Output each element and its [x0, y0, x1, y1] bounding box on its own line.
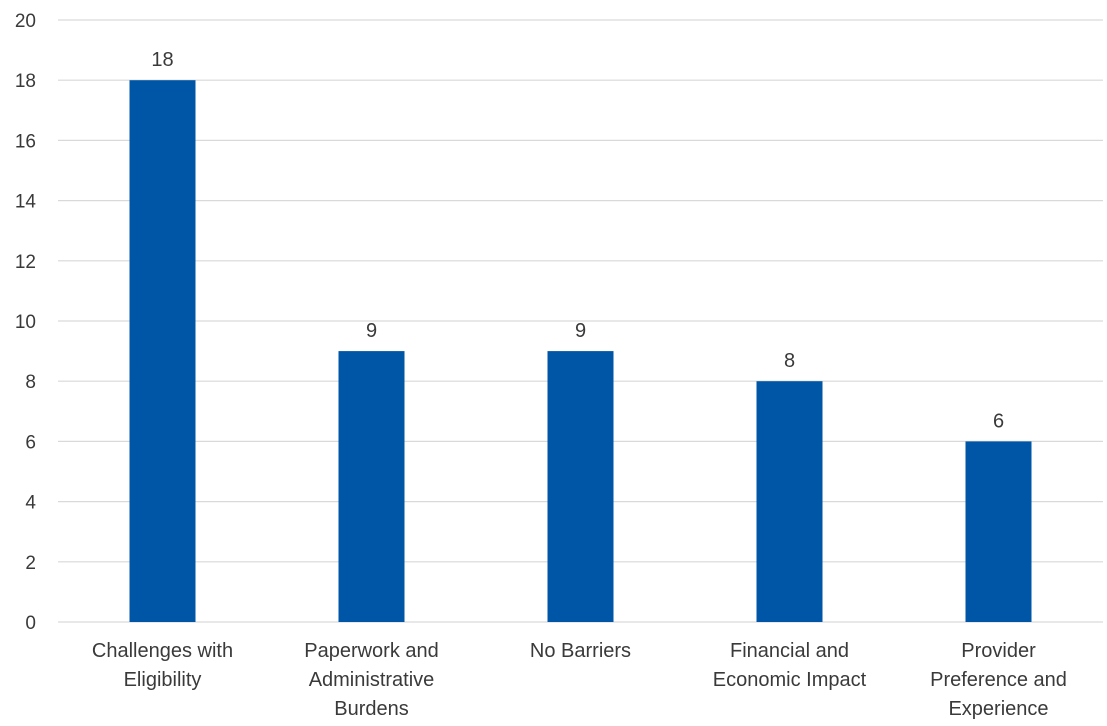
category-label-1: Paperwork and Administrative Burdens [304, 640, 439, 720]
y-tick-label: 8 [25, 372, 36, 393]
bar-1 [338, 351, 405, 622]
data-label-2: 9 [575, 320, 586, 342]
y-axis-ticks: 0 2 4 6 8 10 12 14 16 18 20 [15, 11, 37, 634]
category-label-line: No Barriers [530, 640, 631, 662]
category-label-line: Financial and [730, 640, 849, 662]
y-tick-label: 4 [25, 493, 36, 514]
data-label-3: 8 [784, 350, 795, 372]
y-tick-label: 2 [25, 553, 36, 574]
y-tick-label: 18 [15, 71, 36, 92]
data-labels: 18 9 9 8 6 [151, 49, 1004, 432]
category-label-line: Administrative [309, 669, 435, 691]
category-label-3: Financial and Economic Impact [713, 640, 867, 691]
category-label-line: Economic Impact [713, 669, 867, 691]
category-label-line: Eligibility [124, 669, 202, 691]
data-label-0: 18 [151, 49, 173, 71]
category-label-0: Challenges with Eligibility [92, 640, 233, 691]
category-label-line: Challenges with [92, 640, 233, 662]
category-label-line: Preference and [930, 669, 1067, 691]
x-axis-labels: Challenges with Eligibility Paperwork and A… [92, 640, 1067, 720]
bar-3 [756, 381, 823, 622]
data-label-1: 9 [366, 320, 377, 342]
bars [129, 80, 1032, 622]
bar-4 [965, 441, 1032, 622]
y-tick-label: 16 [15, 131, 36, 152]
category-label-line: Experience [948, 698, 1048, 720]
category-label-line: Provider [961, 640, 1036, 662]
bar-0 [129, 80, 196, 622]
category-label-2: No Barriers [530, 640, 631, 662]
category-label-line: Burdens [334, 698, 409, 720]
y-tick-label: 20 [15, 11, 36, 32]
category-label-4: Provider Preference and Experience [930, 640, 1067, 720]
bar-2 [547, 351, 614, 622]
y-tick-label: 6 [25, 432, 36, 453]
y-tick-label: 0 [25, 613, 36, 634]
y-tick-label: 12 [15, 252, 36, 273]
data-label-4: 6 [993, 410, 1004, 432]
y-tick-label: 10 [15, 312, 36, 333]
y-tick-label: 14 [15, 192, 37, 213]
category-label-line: Paperwork and [304, 640, 439, 662]
